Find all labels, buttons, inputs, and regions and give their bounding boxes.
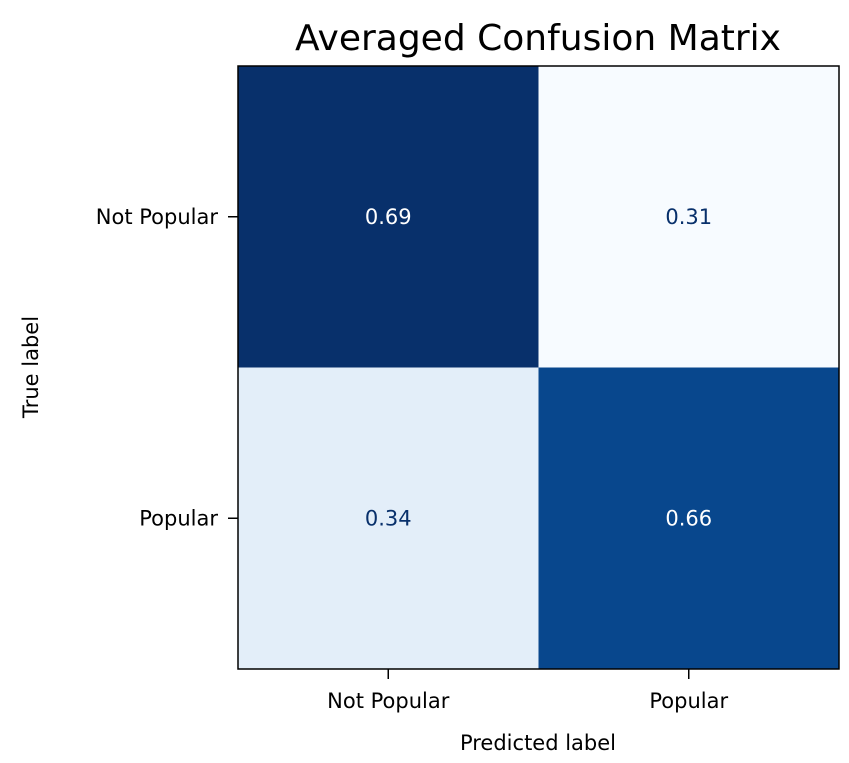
x-tick-label: Popular [649, 689, 728, 713]
cell-value-label-0-0: 0.69 [365, 205, 412, 229]
plot-frame [237, 65, 840, 670]
y-tick-label: Popular [139, 506, 218, 530]
matrix-cells [238, 66, 840, 670]
x-axis-label: Predicted label [460, 731, 616, 755]
cell-value-label-0-1: 0.31 [665, 205, 712, 229]
x-axis-ticks: Not Popular Popular [327, 669, 728, 713]
matrix-cell-1-1 [538, 367, 840, 670]
y-axis-ticks: Not Popular Popular [96, 205, 238, 530]
matrix-cell-1-0 [238, 367, 539, 670]
y-tick-label: Not Popular [96, 205, 219, 229]
matrix-cell-0-1 [538, 66, 840, 368]
x-tick-label: Not Popular [327, 689, 450, 713]
cell-value-label-1-0: 0.34 [365, 506, 412, 530]
matrix-value-labels: 0.69 0.31 0.34 0.66 [365, 205, 712, 531]
cell-value-label-1-1: 0.66 [665, 506, 712, 530]
chart-title: Averaged Confusion Matrix [295, 18, 781, 59]
matrix-cell-0-0 [238, 66, 539, 368]
y-axis-label: True label [19, 316, 43, 419]
